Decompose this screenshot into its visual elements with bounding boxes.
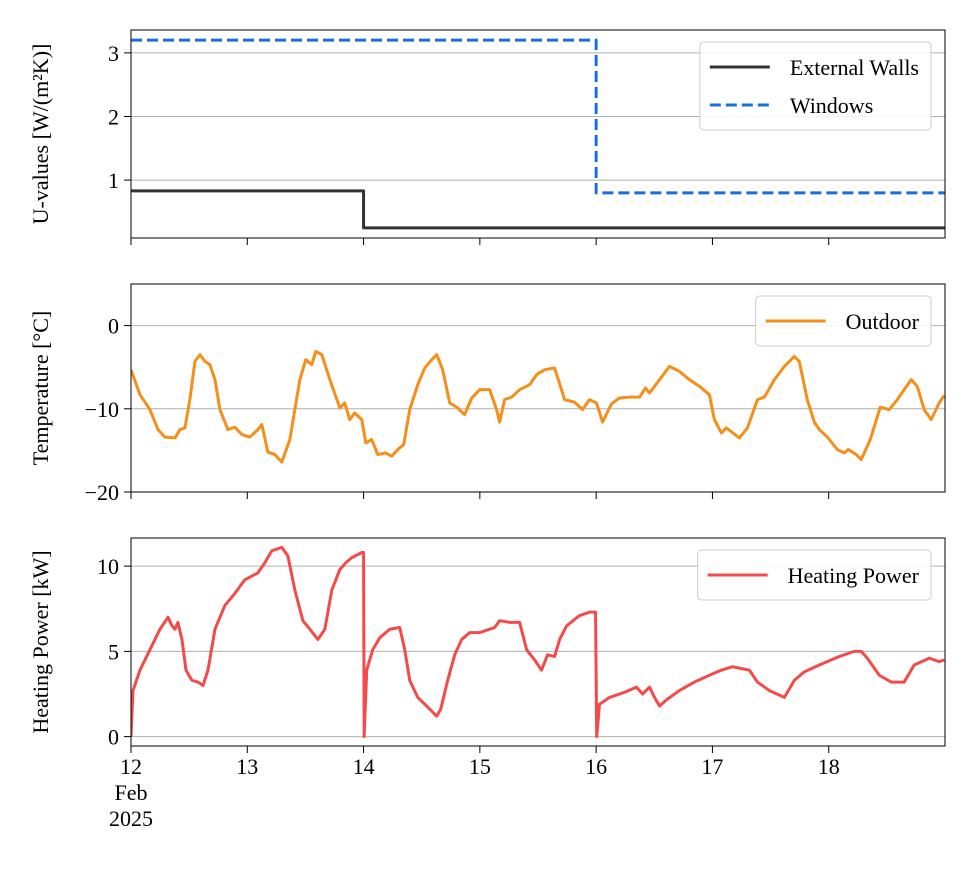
legend-label: Outdoor bbox=[846, 309, 920, 334]
y-tick-label: 0 bbox=[108, 725, 119, 750]
y-tick-label: 2 bbox=[108, 105, 119, 130]
legend-box bbox=[697, 549, 932, 601]
y-axis-label: Heating Power [kW] bbox=[28, 550, 53, 733]
legend-box bbox=[755, 295, 932, 347]
series-line bbox=[131, 38, 945, 195]
y-tick-label: 1 bbox=[108, 168, 119, 193]
x-tick-label: 14 bbox=[353, 754, 375, 779]
series-line bbox=[131, 189, 945, 230]
y-tick-label: 10 bbox=[97, 554, 119, 579]
axes-frame bbox=[130, 29, 946, 239]
y-axis-label: Temperature [°C] bbox=[28, 311, 53, 465]
legend: Heating Power bbox=[697, 549, 932, 601]
y-tick-label: −20 bbox=[85, 480, 119, 505]
series-line bbox=[131, 545, 945, 739]
x-tick-label: 16 bbox=[585, 754, 607, 779]
x-tick-label: 17 bbox=[701, 754, 723, 779]
y-axis-label: U-values [W/(m²K)] bbox=[28, 44, 53, 225]
legend-label: External Walls bbox=[790, 55, 919, 80]
x-tick-label: 12 Feb 2025 bbox=[109, 754, 153, 831]
x-tick-label: 13 bbox=[236, 754, 258, 779]
axes-frame bbox=[130, 537, 946, 747]
axes-frame bbox=[130, 283, 946, 493]
legend-label: Windows bbox=[790, 93, 873, 118]
legend-box bbox=[699, 41, 932, 131]
series-line bbox=[131, 349, 945, 464]
legend: External Walls Windows bbox=[699, 41, 932, 131]
y-tick-label: 5 bbox=[108, 639, 119, 664]
x-tick-label: 15 bbox=[469, 754, 491, 779]
y-tick-label: −10 bbox=[85, 397, 119, 422]
legend-label: Heating Power bbox=[788, 563, 920, 588]
legend: Outdoor bbox=[755, 295, 932, 347]
y-tick-label: 0 bbox=[108, 314, 119, 339]
x-tick-label: 18 bbox=[818, 754, 840, 779]
y-tick-label: 3 bbox=[108, 41, 119, 66]
